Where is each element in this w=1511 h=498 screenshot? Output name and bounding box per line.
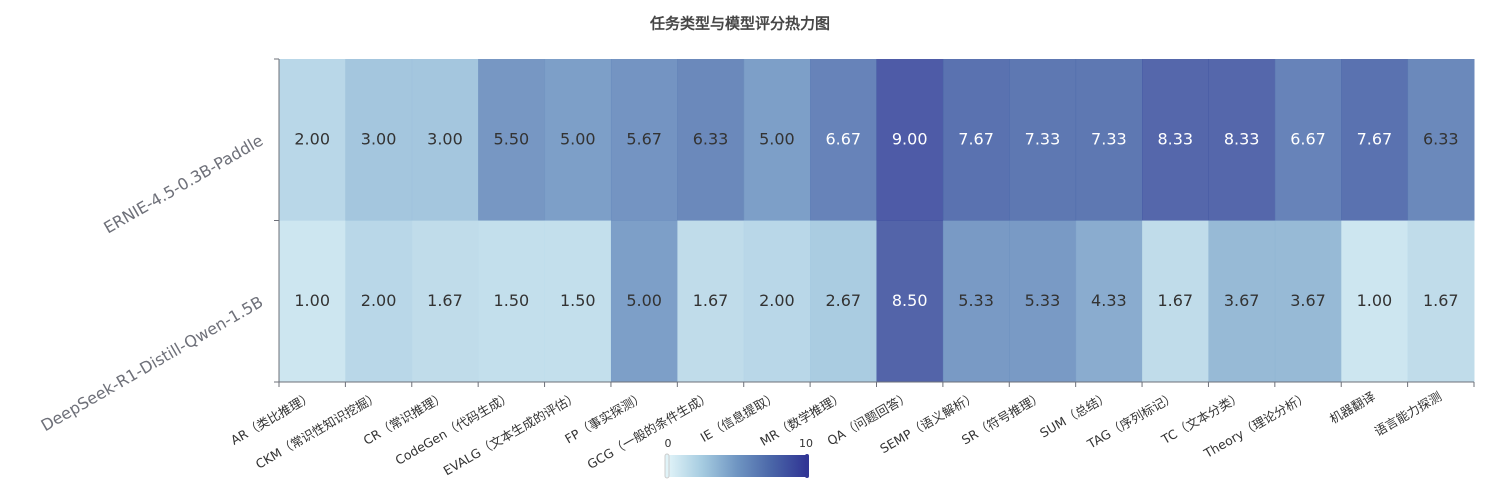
heat-cell xyxy=(478,59,546,221)
cell-label: 7.33 xyxy=(1091,129,1127,148)
color-bar-handle xyxy=(664,453,670,479)
cell-label: 6.67 xyxy=(825,129,861,148)
cell-label: 5.00 xyxy=(759,129,795,148)
cell-label: 5.00 xyxy=(626,291,662,310)
cell-label: 1.67 xyxy=(1157,291,1193,310)
heat-cell xyxy=(1142,59,1209,221)
heat-cell xyxy=(876,220,944,383)
color-bar xyxy=(668,455,806,477)
heat-cell xyxy=(1407,59,1475,221)
heat-cell xyxy=(810,220,877,383)
heat-cell xyxy=(610,59,678,221)
cell-label: 1.00 xyxy=(294,291,330,310)
cell-label: 6.33 xyxy=(1423,129,1459,148)
cell-label: 8.33 xyxy=(1157,129,1193,148)
cell-label: 9.00 xyxy=(892,129,928,148)
cell-label: 5.50 xyxy=(494,129,530,148)
cell-label: 6.67 xyxy=(1290,129,1326,148)
x-tick-label: CKM（常识性知识挖掘） xyxy=(253,389,382,472)
heat-cell xyxy=(610,220,678,383)
heat-cell xyxy=(478,220,546,383)
heat-cell xyxy=(810,59,877,221)
cell-label: 4.33 xyxy=(1091,291,1127,310)
heat-cell xyxy=(1341,220,1409,383)
cell-label: 1.50 xyxy=(494,291,530,310)
color-bar-label: 10 xyxy=(799,437,813,450)
cell-label: 2.67 xyxy=(825,291,861,310)
cell-label: 5.00 xyxy=(560,129,596,148)
cell-label: 3.67 xyxy=(1224,291,1260,310)
cell-label: 1.67 xyxy=(427,291,463,310)
cell-label: 5.33 xyxy=(1025,291,1061,310)
heat-cell xyxy=(743,220,811,383)
heat-cell xyxy=(1142,220,1209,383)
heat-cell xyxy=(1274,59,1342,221)
color-bar-handle xyxy=(805,454,809,478)
heat-cell xyxy=(345,59,413,221)
heat-cell xyxy=(942,220,1010,383)
cell-label: 1.67 xyxy=(693,291,729,310)
heat-cell xyxy=(1009,59,1077,221)
x-tick-label: 机器翻译 xyxy=(1327,388,1378,426)
heat-cell xyxy=(279,59,346,221)
color-bar-label: 0 xyxy=(665,437,672,450)
cell-label: 8.50 xyxy=(892,291,928,310)
cell-label: 2.00 xyxy=(759,291,795,310)
y-tick-label: DeepSeek-R1-Distill-Qwen-1.5B xyxy=(38,292,267,435)
heat-cell xyxy=(279,220,346,383)
cell-label: 1.67 xyxy=(1423,291,1459,310)
chart-title: 任务类型与模型评分热力图 xyxy=(649,15,830,33)
cell-label: 7.67 xyxy=(958,129,994,148)
heat-cell xyxy=(544,220,612,383)
heat-cell xyxy=(411,220,479,383)
cell-label: 1.50 xyxy=(560,291,596,310)
heat-cell xyxy=(411,59,479,221)
heat-cell xyxy=(1341,59,1409,221)
cell-label: 7.33 xyxy=(1025,129,1061,148)
cell-label: 6.33 xyxy=(693,129,729,148)
cell-label: 1.00 xyxy=(1357,291,1393,310)
cell-label: 3.00 xyxy=(427,129,463,148)
heat-cell xyxy=(1075,59,1143,221)
cell-label: 2.00 xyxy=(294,129,330,148)
heat-cell xyxy=(1208,220,1276,383)
heat-cell xyxy=(1274,220,1342,383)
heat-cell xyxy=(1407,220,1475,383)
heat-cell xyxy=(942,59,1010,221)
heat-cell xyxy=(743,59,811,221)
heat-cell xyxy=(1208,59,1276,221)
heat-cell xyxy=(544,59,612,221)
x-tick-label: CodeGen（代码生成） xyxy=(393,389,515,468)
cell-label: 2.00 xyxy=(361,291,397,310)
cell-label: 3.67 xyxy=(1290,291,1326,310)
heat-cell xyxy=(345,220,413,383)
cell-label: 7.67 xyxy=(1357,129,1393,148)
cell-label: 5.33 xyxy=(958,291,994,310)
heat-cell xyxy=(876,59,944,221)
cell-label: 3.00 xyxy=(361,129,397,148)
heat-cell xyxy=(677,220,745,383)
y-tick-label: ERNIE-4.5-0.3B-Paddle xyxy=(100,131,266,238)
heat-cell xyxy=(1075,220,1143,383)
heat-cell xyxy=(677,59,745,221)
heat-cell xyxy=(1009,220,1077,383)
x-tick-label: 语言能力探测 xyxy=(1372,389,1444,439)
cell-label: 5.67 xyxy=(626,129,662,148)
cell-label: 8.33 xyxy=(1224,129,1260,148)
